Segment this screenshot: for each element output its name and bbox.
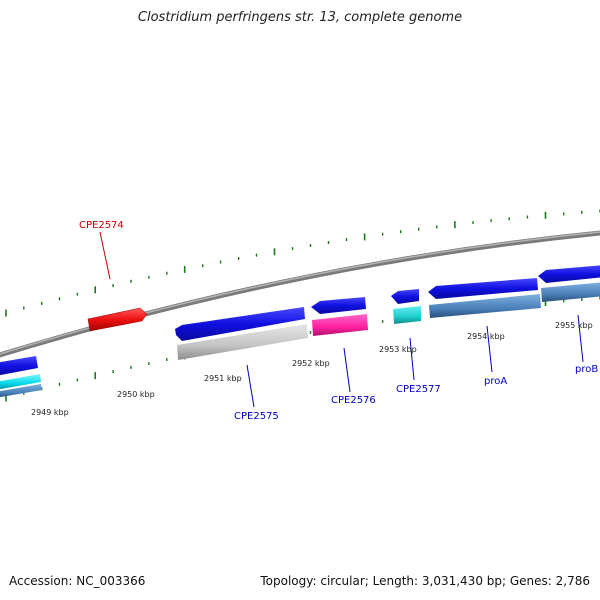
feature-cpe2577-track[interactable] (393, 306, 421, 324)
gene-label-prob[interactable]: proB (575, 364, 598, 375)
scale-label-2949: 2949 kbp (31, 408, 69, 417)
scale-label-2951: 2951 kbp (204, 374, 242, 383)
feature-left-forward[interactable] (0, 356, 38, 376)
scale-label-2952: 2952 kbp (292, 359, 330, 368)
genome-backbone (0, 230, 600, 358)
gene-label-proa[interactable]: proA (484, 376, 507, 387)
leader-cpe2577 (409, 337, 415, 381)
scale-label-2954: 2954 kbp (467, 332, 505, 341)
outer-tick-ring (5, 209, 600, 317)
feature-cpe2576-forward[interactable] (311, 297, 366, 314)
feature-cpe2576-track[interactable] (312, 314, 368, 336)
feature-prob-track[interactable] (541, 282, 600, 302)
feature-proa-forward[interactable] (428, 278, 538, 299)
feature-proa-track[interactable] (429, 294, 541, 318)
scale-label-2950: 2950 kbp (117, 390, 155, 399)
feature-cpe2575-track[interactable] (177, 324, 308, 360)
feature-prob-forward[interactable] (538, 265, 600, 283)
reverse-strand-features (0, 282, 600, 398)
genome-summary-text: Topology: circular; Length: 3,031,430 bp… (260, 574, 590, 588)
gene-label-cpe2574[interactable]: CPE2574 (79, 220, 124, 231)
feature-left-cyan[interactable] (0, 374, 41, 390)
scale-label-2953: 2953 kbp (379, 345, 417, 354)
leader-cpe2576 (343, 347, 351, 393)
forward-strand-features (0, 265, 600, 376)
gene-label-cpe2576[interactable]: CPE2576 (331, 395, 376, 406)
scale-labels: 2949 kbp 2950 kbp 2951 kbp 2952 kbp 2953… (31, 321, 593, 417)
gene-label-cpe2577[interactable]: CPE2577 (396, 384, 441, 395)
genome-title: Clostridium perfringens str. 13, complet… (137, 10, 463, 25)
feature-cpe2574[interactable] (87, 307, 148, 332)
feature-left-steel[interactable] (0, 384, 42, 398)
leader-prob (577, 314, 584, 363)
feature-cpe2577-forward[interactable] (391, 289, 419, 304)
gene-label-cpe2575[interactable]: CPE2575 (234, 411, 279, 422)
gene-labels: CPE2574 CPE2575 CPE2576 CPE2577 proA pro… (79, 220, 598, 422)
leader-proa (486, 325, 493, 373)
leader-cpe2574 (99, 231, 111, 280)
accession-text: Accession: NC_003366 (9, 574, 146, 588)
scale-label-2955: 2955 kbp (555, 321, 593, 330)
leader-cpe2575 (246, 364, 255, 408)
genome-backbone-highlight (0, 231, 600, 355)
feature-cpe2575-forward[interactable] (175, 307, 305, 341)
gene-leader-lines (99, 231, 584, 408)
